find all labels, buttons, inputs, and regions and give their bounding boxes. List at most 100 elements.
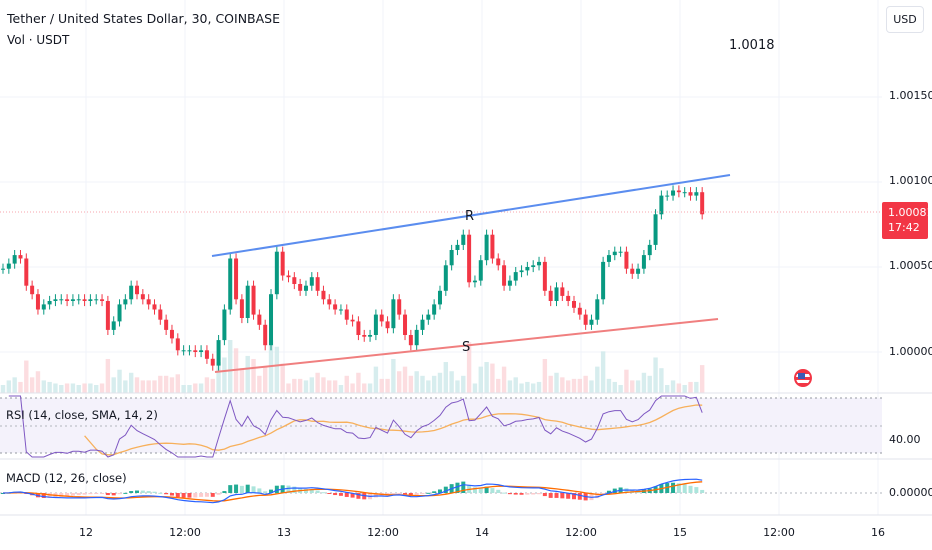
macd-histogram-bar: [478, 487, 483, 493]
macd-histogram-bar: [408, 493, 413, 496]
macd-pane: [1, 478, 705, 504]
macd-histogram-bar: [193, 493, 198, 498]
candle: [210, 358, 215, 366]
volume-bar: [443, 362, 449, 393]
support-trendline[interactable]: [214, 318, 719, 373]
volume-bar: [699, 365, 705, 393]
rsi-legend[interactable]: RSI (14, close, SMA, 14, 2): [6, 408, 158, 422]
volume-bar: [362, 383, 367, 393]
candle: [420, 319, 425, 330]
macd-histogram-bar: [519, 493, 524, 495]
candle: [624, 251, 629, 269]
macd-histogram-bar: [624, 488, 629, 493]
candle: [216, 340, 221, 366]
volume-bar: [292, 378, 297, 393]
candle: [688, 192, 693, 196]
volume-bar: [257, 375, 262, 393]
macd-histogram-bar: [100, 493, 105, 494]
volume-bar: [583, 375, 588, 393]
candle: [309, 277, 314, 286]
volume-bar: [548, 375, 553, 393]
macd-histogram-bar: [181, 493, 186, 498]
macd-histogram-bar: [158, 492, 163, 494]
volume-bar: [577, 378, 583, 393]
volume-bar: [367, 383, 373, 393]
macd-histogram-bar: [111, 493, 116, 496]
macd-histogram-bar: [327, 493, 332, 494]
us-flag-icon[interactable]: [794, 369, 812, 387]
macd-histogram-bar: [356, 493, 361, 499]
volume-bar: [484, 362, 489, 393]
volume-bar: [175, 374, 180, 393]
candle: [589, 319, 594, 325]
macd-histogram-bar: [129, 491, 134, 493]
candle: [700, 192, 705, 215]
candle: [82, 299, 87, 301]
candle: [595, 299, 600, 320]
volume-bar: [222, 357, 227, 393]
volume-bar: [158, 375, 163, 393]
candle: [426, 314, 431, 320]
resistance-trendline[interactable]: [211, 174, 731, 257]
macd-histogram-bar: [601, 493, 606, 494]
volume-bar: [274, 346, 280, 393]
volume-bar: [29, 377, 35, 393]
candle: [560, 287, 565, 296]
macd-histogram-bar: [507, 493, 512, 495]
volume-bar: [431, 375, 437, 393]
volume-bar: [18, 381, 23, 393]
volume-bar: [169, 377, 175, 393]
candle: [368, 335, 373, 337]
grid: [0, 0, 882, 515]
candle: [292, 277, 297, 284]
candle: [694, 192, 699, 196]
currency-button[interactable]: USD: [886, 6, 924, 33]
candle: [338, 309, 343, 311]
candle: [513, 272, 518, 281]
macd-histogram-bar: [152, 491, 157, 493]
rsi-pane: [8, 395, 703, 458]
volume-bar: [262, 366, 268, 393]
candle: [350, 319, 355, 322]
volume-bar: [204, 377, 210, 393]
volume-bar: [140, 380, 146, 393]
macd-histogram-bar: [373, 493, 378, 498]
macd-histogram-bar: [606, 490, 611, 493]
candle: [280, 251, 285, 276]
volume-bar: [612, 381, 617, 393]
candle: [379, 314, 384, 322]
volume-bar: [35, 371, 41, 393]
macd-histogram-bar: [239, 485, 244, 493]
candle: [152, 304, 157, 310]
volume-bar: [64, 383, 70, 393]
candle: [362, 335, 367, 337]
macd-histogram-bar: [525, 493, 530, 495]
candle: [356, 321, 361, 335]
volume-bar: [536, 381, 542, 393]
macd-histogram-bar: [630, 489, 635, 493]
volume-legend[interactable]: Vol · USDT: [7, 33, 70, 47]
time-axis-label: 13: [277, 526, 291, 539]
macd-axis-label: 0.00000: [889, 486, 932, 499]
macd-histogram-bar: [443, 486, 448, 493]
macd-histogram-bar: [577, 493, 582, 500]
candle: [636, 268, 641, 274]
candle: [507, 280, 512, 286]
candle: [531, 265, 536, 267]
macd-histogram-bar: [671, 482, 676, 493]
macd-legend[interactable]: MACD (12, 26, close): [6, 471, 127, 485]
macd-histogram-bar: [612, 488, 617, 493]
candle: [47, 301, 52, 305]
macd-histogram-bar: [502, 492, 507, 494]
macd-histogram-bar: [484, 486, 489, 493]
volume-bar: [193, 383, 198, 393]
candle: [12, 255, 17, 264]
volume-bar: [245, 355, 250, 393]
volume-bar: [653, 357, 658, 393]
volume-bar: [694, 381, 699, 393]
volume-bar: [525, 381, 530, 393]
symbol-title[interactable]: Tether / United States Dollar, 30, COINB…: [7, 11, 281, 26]
candle: [321, 290, 326, 300]
volume-bar: [228, 340, 233, 393]
